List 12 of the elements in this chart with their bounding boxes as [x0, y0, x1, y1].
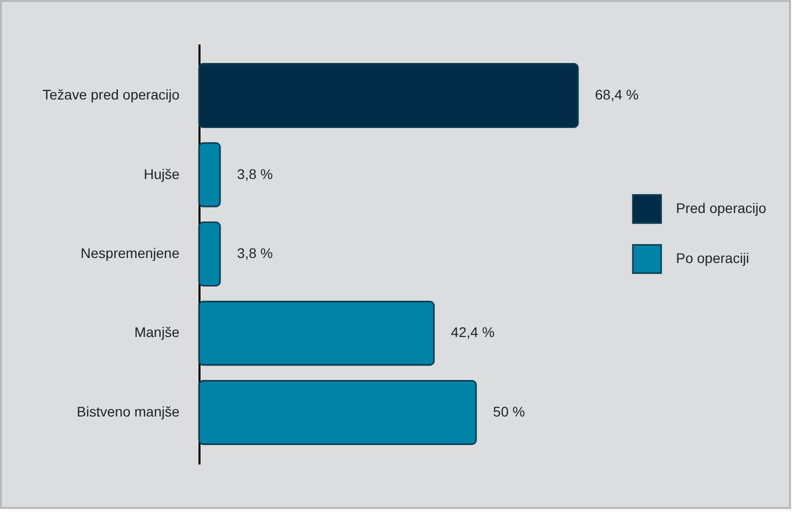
data-label: 50 % [493, 403, 525, 420]
legend-label: Pred operacijo [676, 200, 766, 216]
data-label: 68,4 % [595, 86, 639, 103]
data-label: 3,8 % [237, 166, 273, 182]
data-label: 42,4 % [450, 324, 495, 340]
legend-label: Po operaciji [676, 250, 750, 266]
data-label: 3,8 % [237, 245, 273, 261]
y-tick-label: Bistveno manjše [76, 403, 180, 420]
y-tick-label: Nespremenjene [80, 245, 180, 261]
y-tick-label: Manjše [134, 324, 180, 340]
y-tick-label: Hujše [144, 166, 180, 182]
y-tick-label: Težave pred operacijo [42, 86, 180, 103]
